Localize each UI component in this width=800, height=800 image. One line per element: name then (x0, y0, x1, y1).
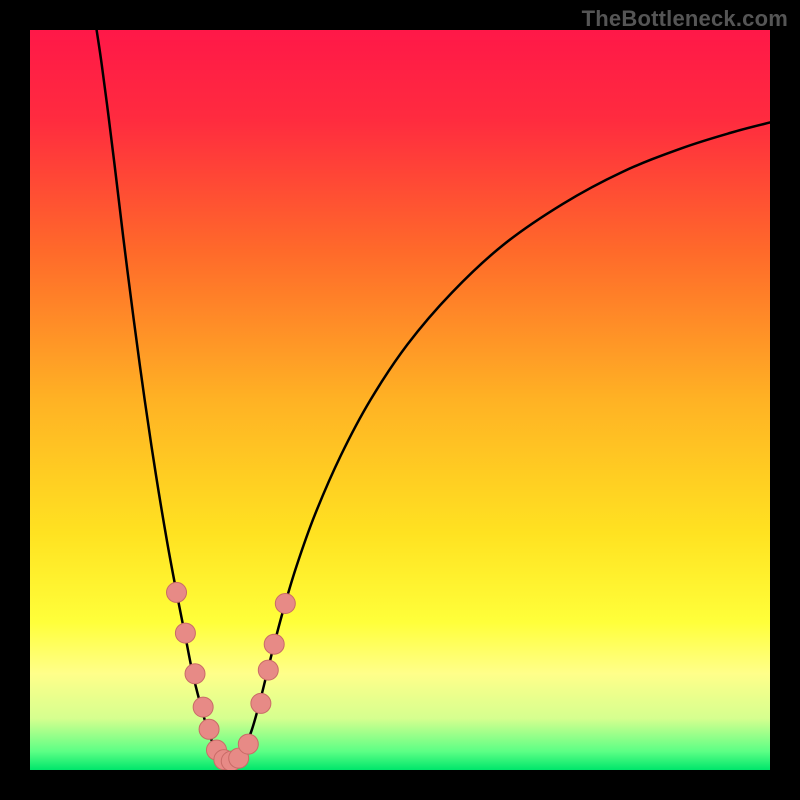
data-marker (251, 693, 271, 713)
data-marker (199, 719, 219, 739)
data-marker (238, 734, 258, 754)
watermark-text: TheBottleneck.com (582, 6, 788, 32)
data-marker (175, 623, 195, 643)
data-marker (264, 634, 284, 654)
bottleneck-chart-svg (0, 0, 800, 800)
data-marker (193, 697, 213, 717)
data-marker (185, 664, 205, 684)
chart-background (30, 30, 770, 770)
data-marker (167, 582, 187, 602)
data-marker (258, 660, 278, 680)
data-marker (275, 594, 295, 614)
chart-frame: TheBottleneck.com (0, 0, 800, 800)
